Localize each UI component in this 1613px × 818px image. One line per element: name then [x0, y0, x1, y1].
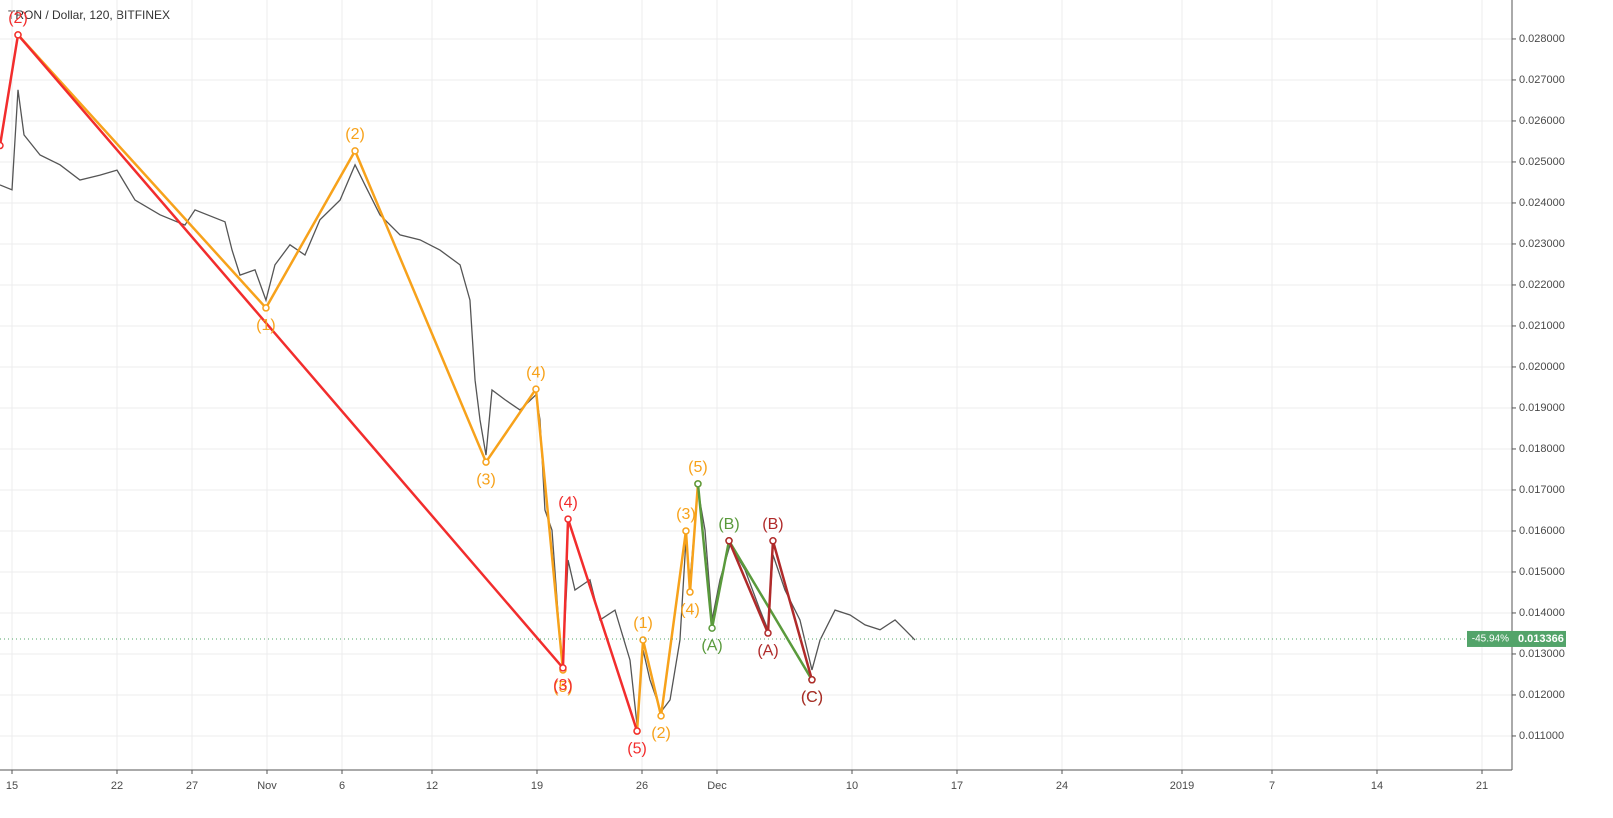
wave-label: (4): [526, 364, 546, 381]
x-tick-label: 10: [846, 780, 858, 792]
x-tick-label: 17: [951, 780, 963, 792]
wave-label: (3): [676, 506, 696, 523]
wave-label: (2): [651, 725, 671, 742]
wave-point: [559, 664, 567, 672]
change-label: -45.94%: [1472, 634, 1509, 645]
y-tick-label: 0.023000: [1519, 238, 1565, 250]
y-tick-label: 0.015000: [1519, 566, 1565, 578]
wave-point: [694, 480, 702, 488]
wave-point: [482, 458, 490, 466]
wave-label: (A): [757, 642, 778, 659]
wave-point: [351, 147, 359, 155]
wave-point: [262, 304, 270, 312]
wave-point: [639, 636, 647, 644]
y-tick-label: 0.016000: [1519, 525, 1565, 537]
wave-point: [725, 537, 733, 545]
chart-title: TRON / Dollar, 120, BITFINEX: [8, 8, 170, 22]
y-tick-label: 0.026000: [1519, 115, 1565, 127]
wave-line: [0, 32, 639, 732]
wave-label: (A): [701, 637, 722, 654]
x-tick-label: 19: [531, 780, 543, 792]
wave-point: [657, 712, 665, 720]
y-tick-label: 0.028000: [1519, 33, 1565, 45]
wave-label: (1): [256, 317, 276, 334]
x-tick-label: 14: [1371, 780, 1383, 792]
y-tick-label: 0.012000: [1519, 689, 1565, 701]
x-tick-label: 27: [186, 780, 198, 792]
wave-label: (1): [633, 615, 653, 632]
wave-point: [808, 676, 816, 684]
y-tick-label: 0.014000: [1519, 607, 1565, 619]
price-tag: [1512, 630, 1566, 647]
wave-label: (C): [801, 689, 823, 706]
wave-point: [532, 385, 540, 393]
wave-label: (B): [718, 516, 739, 533]
x-tick-label: 6: [339, 780, 345, 792]
x-tick-label: 7: [1269, 780, 1275, 792]
wave-label: (C): [801, 689, 823, 706]
wave-label: (2): [345, 126, 365, 143]
x-tick-label: 21: [1476, 780, 1488, 792]
wave-label: (5): [688, 459, 708, 476]
wave-point: [686, 588, 694, 596]
y-tick-label: 0.019000: [1519, 402, 1565, 414]
wave-point: [0, 141, 4, 150]
wave-point: [564, 515, 572, 523]
y-tick-label: 0.018000: [1519, 443, 1565, 455]
y-tick-label: 0.027000: [1519, 74, 1565, 86]
price-label: 0.013366: [1518, 633, 1564, 645]
wave-point: [682, 527, 690, 535]
wave-line: [17, 34, 565, 671]
x-tick-label: 24: [1056, 780, 1068, 792]
x-tick-label: 12: [426, 780, 438, 792]
y-tick-label: 0.025000: [1519, 156, 1565, 168]
x-tick-label: 26: [636, 780, 648, 792]
x-tick-label: 22: [111, 780, 123, 792]
wave-point: [764, 629, 772, 637]
wave-label: (B): [762, 516, 783, 533]
x-tick-label: Nov: [257, 780, 277, 792]
wave-line: [696, 483, 814, 681]
wave-label: (3): [476, 471, 496, 488]
x-tick-label: Dec: [707, 780, 727, 792]
wave-label: (5): [627, 740, 647, 757]
wave-label: (2): [8, 10, 28, 27]
wave-label: (4): [680, 601, 700, 618]
x-tick-label: 2019: [1170, 780, 1194, 792]
wave-point: [708, 624, 716, 632]
y-tick-label: 0.013000: [1519, 648, 1565, 660]
wave-line: [635, 483, 700, 732]
wave-point: [769, 537, 777, 545]
wave-label: (4): [558, 494, 578, 511]
grid: [0, 0, 1512, 770]
wave-label: (5): [553, 679, 573, 696]
x-tick-label: 15: [6, 780, 18, 792]
wave-point: [14, 31, 22, 39]
price-line: [0, 89, 916, 725]
wave-label: (3): [553, 677, 573, 694]
y-tick-label: 0.017000: [1519, 484, 1565, 496]
y-tick-label: 0.011000: [1519, 730, 1564, 742]
y-tick-label: 0.024000: [1519, 197, 1565, 209]
y-tick-label: 0.020000: [1519, 361, 1565, 373]
change-tag: [1467, 630, 1512, 647]
y-tick-label: 0.021000: [1519, 320, 1565, 332]
wave-point: [633, 727, 641, 735]
y-tick-label: 0.022000: [1519, 279, 1565, 291]
wave-line: [727, 540, 814, 681]
